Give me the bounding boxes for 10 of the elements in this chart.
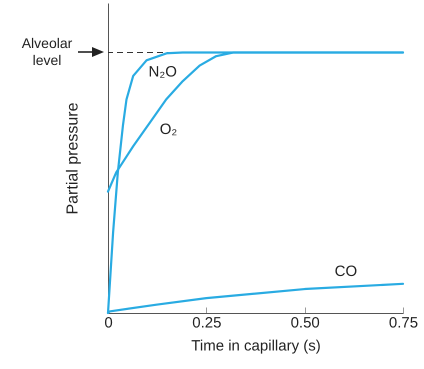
x-tick-label: 0.25: [192, 314, 222, 332]
x-tick-label: 0.75: [388, 314, 418, 332]
y-axis-title: Partial pressure: [64, 102, 82, 215]
series-label: O₂: [160, 120, 178, 138]
x-tick-label: 0: [104, 314, 113, 332]
series-label: N₂O: [148, 63, 177, 80]
x-axis-title: Time in capillary (s): [191, 338, 321, 354]
series-label: CO: [334, 263, 358, 280]
ref-line-label: Alveolar level: [20, 35, 74, 70]
x-tick-label: 0.50: [290, 314, 320, 332]
